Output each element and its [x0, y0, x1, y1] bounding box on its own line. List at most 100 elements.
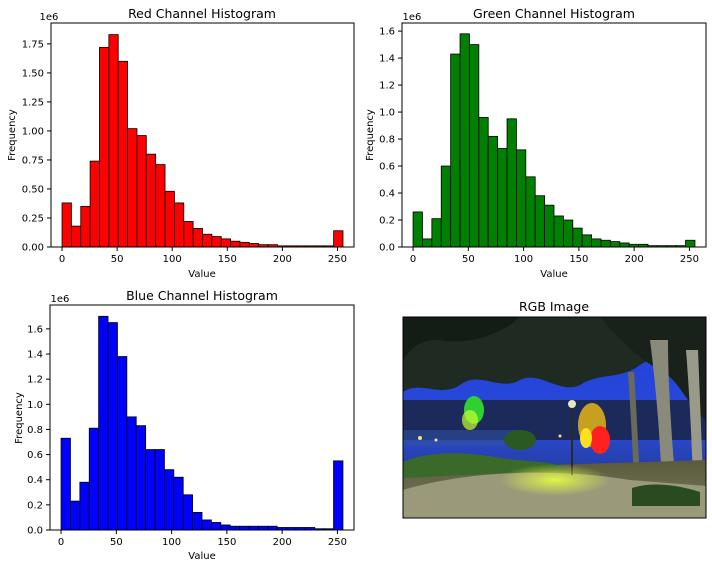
y-axis-label: Frequency [14, 392, 25, 444]
histogram-bar [70, 500, 81, 531]
histogram-bar [412, 211, 423, 248]
x-tick-label: 100 [163, 254, 182, 265]
y-tick-label: 1.0 [27, 400, 43, 411]
histogram-bar [127, 128, 138, 248]
histogram-bar [525, 176, 536, 248]
x-tick-label: 200 [625, 254, 644, 265]
y-tick-label: 0.4 [27, 475, 43, 486]
y-tick-label: 1.6 [379, 27, 395, 38]
histogram-bar [192, 512, 203, 531]
histogram-bar [173, 202, 185, 248]
x-tick-label: 50 [110, 537, 123, 548]
y-offset-label: 1e6 [51, 294, 70, 305]
histogram-bar [117, 356, 128, 531]
histogram-bar [450, 53, 461, 248]
y-tick-label: 0.2 [379, 216, 395, 227]
rgb-image-panel: RGB Image [402, 299, 707, 519]
x-tick-label: 250 [680, 254, 699, 265]
histogram-bar [61, 202, 72, 248]
y-offset-label: 1e6 [403, 12, 422, 23]
histogram-bar [60, 437, 71, 531]
y-tick-label: 1.0 [379, 108, 395, 119]
histogram-bar [220, 524, 231, 531]
y-tick-label: 0.25 [22, 213, 44, 224]
histogram-bar [563, 219, 574, 248]
x-tick-label: 0 [410, 254, 416, 265]
y-tick-label: 0.6 [379, 162, 395, 173]
histogram-bar [202, 233, 213, 248]
red-histogram-panel: Red Channel Histogram 1e6 Frequency Valu… [7, 6, 355, 280]
histogram-bar [333, 230, 344, 248]
histogram-bar [516, 149, 527, 248]
y-tick-label: 1.75 [22, 39, 44, 50]
y-tick-label: 0.50 [22, 184, 44, 195]
histogram-bar [534, 195, 546, 248]
histogram-bar [572, 227, 583, 248]
x-axis-label: Value [540, 269, 567, 280]
y-tick-label: 1.00 [22, 126, 44, 137]
histogram-bar [201, 519, 212, 531]
histogram-bar [145, 153, 157, 248]
x-tick-label: 200 [273, 254, 292, 265]
histogram-bar [581, 234, 592, 248]
y-tick-label: 1.25 [22, 97, 44, 108]
histogram-bar [99, 46, 110, 248]
histogram-bar [267, 525, 278, 531]
bars [60, 315, 344, 531]
ticks: 0 50 100 150 200 250 0.0 0.2 0.4 0.6 0.8 1.0 1.2 1.4 1… [379, 27, 699, 265]
x-tick-label: 250 [328, 537, 347, 548]
histogram-bar [210, 522, 222, 531]
histogram-bar [506, 118, 517, 248]
x-tick-label: 200 [273, 537, 292, 548]
histogram-bar [431, 218, 442, 248]
histogram-bar [164, 190, 175, 248]
histogram-bar [117, 60, 128, 248]
y-tick-label: 0.2 [27, 500, 43, 511]
image-title: RGB Image [519, 299, 589, 314]
chart-title: Blue Channel Histogram [126, 288, 278, 303]
histogram-bar [591, 238, 602, 248]
y-tick-label: 0.6 [27, 450, 43, 461]
y-offset-label: 1e6 [40, 12, 59, 23]
histogram-bar [173, 476, 184, 531]
histogram-bar [230, 240, 241, 248]
histogram-bar [469, 44, 480, 248]
histogram-bar [600, 239, 611, 248]
histogram-bar [609, 241, 621, 248]
x-tick-label: 100 [162, 537, 181, 548]
x-tick-label: 100 [514, 254, 533, 265]
chart-title: Green Channel Histogram [473, 6, 635, 21]
histogram-bar [544, 204, 555, 248]
y-tick-label: 0.4 [379, 189, 395, 200]
histogram-bar [487, 135, 499, 248]
blue-histogram-panel: Blue Channel Histogram 1e6 Frequency Val… [14, 288, 355, 562]
x-tick-label: 0 [58, 537, 64, 548]
image-frame [402, 316, 707, 519]
y-tick-label: 0.75 [22, 155, 44, 166]
histogram-bar [183, 221, 194, 248]
green-histogram-panel: Green Channel Histogram 1e6 Frequency Va… [365, 6, 707, 280]
histogram-bar [135, 425, 147, 531]
plot-frame [49, 304, 355, 531]
y-tick-label: 0.8 [27, 425, 43, 436]
x-tick-label: 50 [111, 254, 124, 265]
histogram-bar [107, 322, 118, 531]
plot-frame [401, 22, 707, 248]
plot-frame [50, 22, 355, 248]
histogram-bar [154, 449, 165, 531]
y-tick-label: 1.50 [22, 68, 44, 79]
histogram-bar [182, 494, 194, 531]
histogram-bar [192, 228, 203, 248]
histogram-bar [220, 238, 231, 248]
y-tick-label: 0.0 [27, 526, 43, 537]
x-tick-label: 250 [328, 254, 347, 265]
histogram-bar [70, 225, 82, 248]
histogram-bar [440, 165, 452, 248]
bars [412, 33, 696, 248]
y-tick-label: 1.4 [379, 54, 395, 65]
y-axis-label: Frequency [7, 109, 18, 161]
histogram-bar [229, 525, 240, 531]
x-tick-label: 150 [218, 254, 237, 265]
histogram-bar [685, 239, 696, 248]
